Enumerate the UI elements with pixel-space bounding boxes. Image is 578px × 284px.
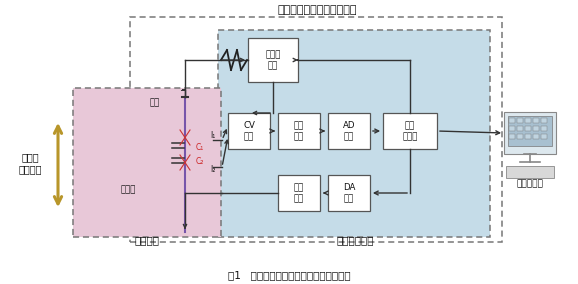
- Bar: [248, 38, 298, 82]
- Text: 图1   数字闭环石英挠性加速度计原理框图: 图1 数字闭环石英挠性加速度计原理框图: [228, 270, 350, 280]
- Text: C₁: C₁: [196, 143, 204, 153]
- Text: 功率
放大: 功率 放大: [294, 183, 304, 203]
- Bar: [541, 126, 547, 131]
- Text: 数字闭环石英挠性加速度计: 数字闭环石英挠性加速度计: [277, 5, 357, 15]
- Bar: [509, 134, 515, 139]
- Bar: [504, 112, 556, 154]
- Text: AD
转换: AD 转换: [343, 121, 355, 141]
- Text: 前置
放大: 前置 放大: [294, 121, 304, 141]
- Bar: [278, 175, 320, 211]
- Bar: [525, 126, 531, 131]
- Bar: [541, 118, 547, 123]
- Bar: [328, 175, 370, 211]
- Bar: [525, 134, 531, 139]
- Bar: [517, 126, 523, 131]
- Text: 锯齿波
调制: 锯齿波 调制: [265, 50, 281, 70]
- Text: 数字
控制器: 数字 控制器: [402, 121, 418, 141]
- Text: 力矩器: 力矩器: [120, 185, 136, 195]
- Bar: [328, 113, 370, 149]
- Bar: [541, 134, 547, 139]
- Text: I₂: I₂: [210, 166, 216, 174]
- Bar: [509, 126, 515, 131]
- Bar: [525, 118, 531, 123]
- Bar: [278, 113, 320, 149]
- Bar: [533, 126, 539, 131]
- Text: DA
转换: DA 转换: [343, 183, 355, 203]
- Text: I₁: I₁: [210, 131, 216, 139]
- Text: 数字检测电路: 数字检测电路: [336, 235, 374, 245]
- Text: 表头组件: 表头组件: [135, 235, 160, 245]
- Text: C₂: C₂: [196, 156, 204, 166]
- Bar: [517, 134, 523, 139]
- Bar: [517, 118, 523, 123]
- Text: 加速度
敏感方向: 加速度 敏感方向: [18, 152, 42, 174]
- Bar: [533, 118, 539, 123]
- Text: CV
转换: CV 转换: [243, 121, 255, 141]
- Bar: [130, 17, 502, 242]
- Bar: [509, 118, 515, 123]
- Bar: [218, 30, 490, 237]
- Bar: [228, 113, 270, 149]
- Text: 摆片: 摆片: [150, 99, 160, 108]
- Bar: [506, 166, 554, 178]
- Bar: [508, 116, 552, 146]
- Bar: [73, 88, 221, 237]
- Text: 导航计算机: 导航计算机: [517, 179, 543, 189]
- Bar: [383, 113, 437, 149]
- Bar: [533, 134, 539, 139]
